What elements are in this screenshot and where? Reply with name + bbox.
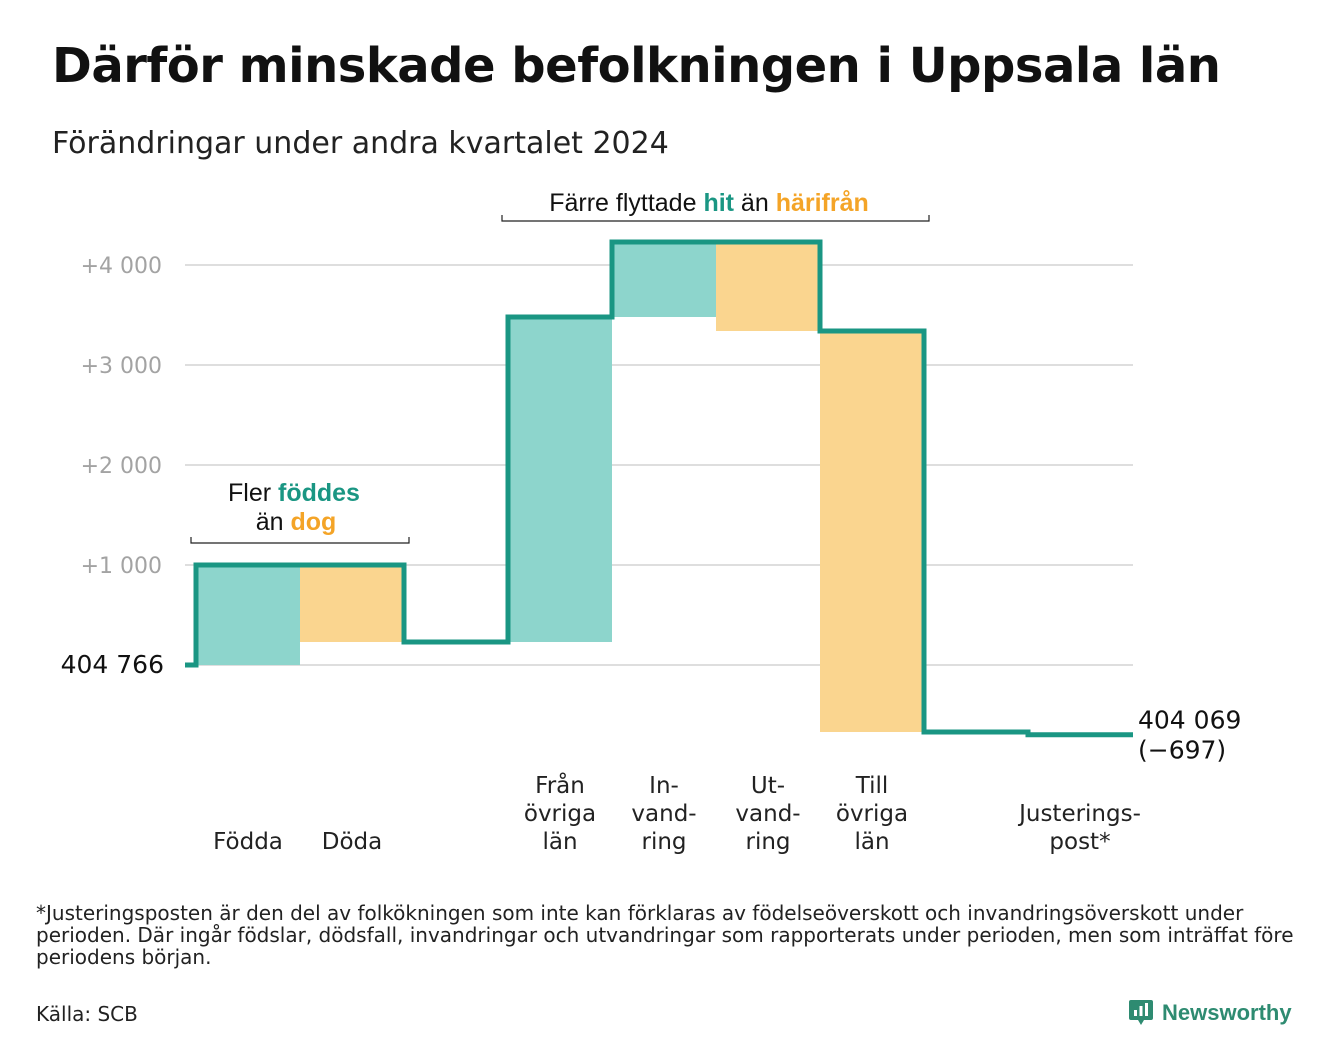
cumulative-step-line xyxy=(185,239,1133,738)
annotation-births-deaths: Fler föddes än dog xyxy=(190,479,410,544)
end-change-label: (−697) xyxy=(1138,736,1226,765)
category-label: post* xyxy=(1049,829,1110,855)
chart-subtitle: Förändringar under andra kvartalet 2024 xyxy=(52,126,669,161)
bar-increase xyxy=(612,242,716,317)
bar-increase xyxy=(508,317,612,642)
category-label: Från xyxy=(535,771,585,799)
annotation-migration-text: Färre flyttade hit än härifrån xyxy=(549,189,869,217)
footnote: *Justeringsposten är den del av folkökni… xyxy=(36,901,1294,969)
y-tick-label: +4 000 xyxy=(81,254,162,279)
bar-decrease xyxy=(300,565,404,642)
bars xyxy=(196,242,924,732)
y-tick-label: +3 000 xyxy=(81,354,162,379)
category-label: ring xyxy=(745,829,790,855)
newsworthy-logo: Newsworthy xyxy=(1128,998,1292,1028)
category-label: In- xyxy=(649,773,679,799)
bar-decrease xyxy=(716,242,820,331)
annotation-migration: Färre flyttade hit än härifrån xyxy=(501,189,930,222)
gridlines xyxy=(185,264,1133,666)
labels: +1 000 +2 000 +3 000 +4 000 404 766 Födda Döda… xyxy=(61,254,1242,855)
chart-title: Därför minskade befolkningen i Uppsala l… xyxy=(52,38,1221,94)
start-value-label: 404 766 xyxy=(61,650,164,679)
waterfall-chart: +1 000 +2 000 +3 000 +4 000 404 766 Födda Döda… xyxy=(61,189,1242,855)
category-label: Döda xyxy=(322,829,382,855)
category-label: län xyxy=(542,829,577,855)
category-label: ring xyxy=(641,829,686,855)
y-tick-label: +2 000 xyxy=(81,454,162,479)
category-label: övriga xyxy=(524,801,596,827)
category-label: Till xyxy=(855,773,889,799)
category-label: vand- xyxy=(631,801,696,827)
category-label: Justerings- xyxy=(1017,801,1141,827)
y-tick-label: +1 000 xyxy=(81,554,162,579)
annotation-births-line1: Fler föddes xyxy=(228,479,360,507)
newsworthy-logo-icon xyxy=(1129,1000,1153,1025)
category-label: län xyxy=(854,829,889,855)
annotation-bracket-births xyxy=(190,537,410,544)
category-label: vand- xyxy=(735,801,800,827)
category-label: Ut- xyxy=(751,773,785,799)
bar-decrease xyxy=(820,331,924,732)
category-label: Födda xyxy=(213,829,283,855)
annotation-births-line2: än dog xyxy=(256,508,337,536)
newsworthy-logo-text: Newsworthy xyxy=(1162,1000,1292,1025)
bar-increase xyxy=(196,565,300,665)
source-label: Källa: SCB xyxy=(36,1002,138,1026)
annotation-bracket-migration xyxy=(501,215,930,222)
category-label: övriga xyxy=(836,801,908,827)
end-value-label: 404 069 xyxy=(1138,706,1241,735)
